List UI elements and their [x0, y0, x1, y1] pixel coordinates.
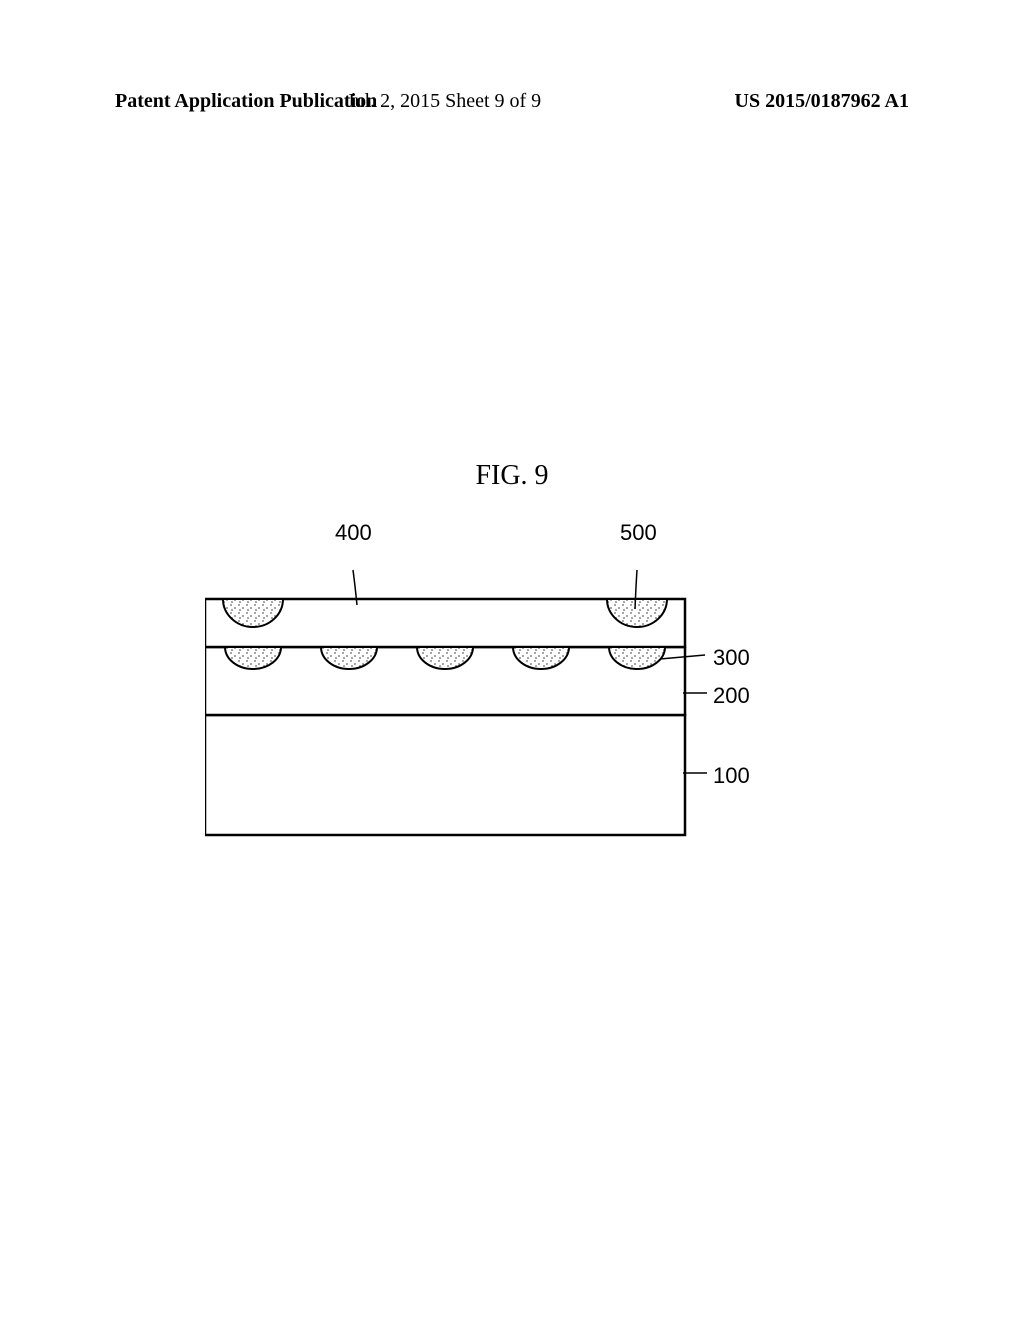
layer-100 — [205, 715, 685, 835]
label-400: 400 — [335, 520, 372, 546]
header-left-text: Patent Application Publication — [115, 90, 377, 113]
layer-structure — [205, 570, 707, 835]
figure-title: FIG. 9 — [475, 460, 548, 492]
cross-section-diagram — [205, 555, 775, 865]
diagram-container: 400 500 — [205, 555, 775, 865]
label-200: 200 — [713, 683, 750, 709]
header-center-text: Jul. 2, 2015 Sheet 9 of 9 — [347, 90, 541, 113]
label-100: 100 — [713, 763, 750, 789]
header-right-text: US 2015/0187962 A1 — [735, 90, 909, 113]
page-header: Patent Application Publication Jul. 2, 2… — [0, 90, 1024, 113]
label-500: 500 — [620, 520, 657, 546]
label-300: 300 — [713, 645, 750, 671]
